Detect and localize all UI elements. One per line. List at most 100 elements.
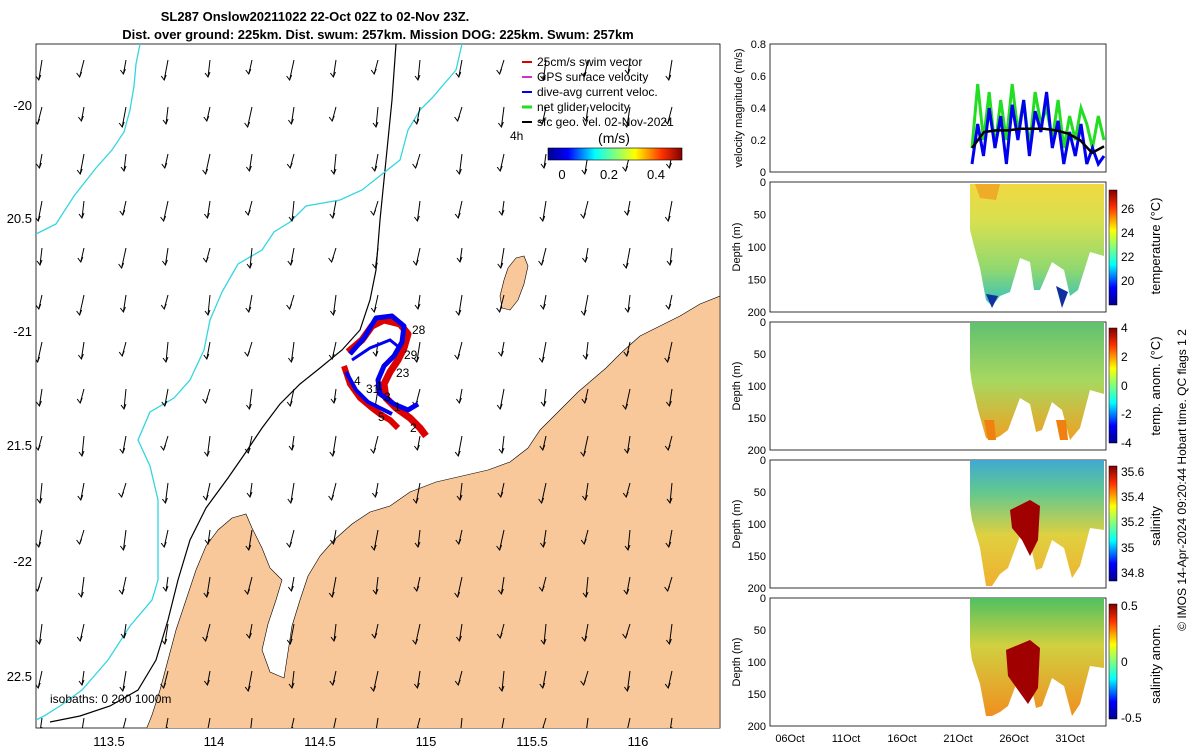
depth-ylabel: Depth (m) bbox=[731, 638, 743, 687]
current-arrow-head bbox=[36, 585, 41, 593]
current-arrow bbox=[250, 717, 253, 728]
temp-anomaly-panel: 4 2 0 -2 -4 temp. anom. (°C) bbox=[769, 321, 1163, 451]
current-arrow bbox=[459, 482, 463, 501]
y-tick-label: -22 bbox=[13, 554, 32, 569]
current-arrow bbox=[207, 294, 211, 316]
current-arrow bbox=[291, 717, 295, 728]
current-arrow-head bbox=[414, 444, 420, 452]
current-arrow-head bbox=[78, 115, 84, 123]
current-arrow-head bbox=[412, 497, 419, 505]
current-arrow bbox=[670, 717, 673, 728]
current-arrow-head bbox=[160, 682, 167, 690]
current-arrow bbox=[38, 59, 43, 81]
current-arrow bbox=[416, 717, 421, 728]
current-arrow-head bbox=[540, 400, 547, 408]
current-arrow bbox=[459, 247, 463, 263]
current-arrow-head bbox=[622, 403, 629, 411]
current-arrow bbox=[669, 482, 673, 504]
y-tick-label: 0 bbox=[760, 167, 766, 179]
current-arrow-head bbox=[580, 309, 587, 317]
current-arrow-head bbox=[330, 635, 337, 643]
current-arrow-head bbox=[286, 541, 293, 549]
x-tick-label: 114.5 bbox=[304, 734, 336, 749]
current-arrow-head bbox=[78, 212, 85, 220]
current-arrow-head bbox=[204, 309, 211, 317]
current-arrow bbox=[415, 482, 421, 504]
current-arrow-head bbox=[454, 679, 461, 687]
current-arrow-head bbox=[580, 450, 587, 458]
current-arrow bbox=[247, 670, 253, 692]
y-tick-label: -21 bbox=[13, 324, 32, 339]
current-arrow bbox=[626, 106, 631, 128]
current-arrow-head bbox=[162, 356, 169, 364]
current-arrow-head bbox=[247, 730, 252, 735]
current-arrow-head bbox=[288, 356, 294, 364]
current-arrow bbox=[207, 529, 211, 545]
track-label: 28 bbox=[412, 323, 426, 337]
track-label: 2 bbox=[410, 421, 417, 435]
track-label: 31 bbox=[366, 382, 380, 396]
current-arrow-head bbox=[497, 262, 504, 270]
current-arrow-head bbox=[666, 162, 672, 170]
title-line-2: Dist. over ground: 225km. Dist. swum: 25… bbox=[122, 27, 634, 42]
current-arrow-head bbox=[456, 256, 463, 264]
track-label: 29 bbox=[404, 348, 418, 362]
current-arrow-head bbox=[329, 679, 336, 687]
current-arrow-head bbox=[624, 447, 630, 455]
current-arrow-head bbox=[623, 350, 630, 358]
current-arrow-head bbox=[624, 68, 631, 76]
current-arrow-head bbox=[622, 632, 629, 640]
x-tick-label: 06Oct bbox=[775, 733, 804, 745]
current-arrow-head bbox=[622, 165, 629, 173]
current-arrow-head bbox=[160, 444, 167, 452]
y-tick-label: 0.6 bbox=[751, 71, 766, 83]
current-arrow bbox=[627, 59, 631, 75]
current-arrow-head bbox=[246, 165, 252, 173]
current-arrow-head bbox=[370, 685, 377, 693]
current-arrow-head bbox=[288, 118, 294, 126]
current-arrow-head bbox=[36, 497, 43, 505]
temp-anomaly-colorbar bbox=[1108, 327, 1118, 444]
colorbar-tick: 0 bbox=[558, 167, 565, 182]
series-line bbox=[970, 91, 1106, 168]
current-arrow bbox=[416, 200, 421, 222]
current-arrow-head bbox=[456, 168, 462, 176]
current-arrow-head bbox=[456, 494, 463, 502]
current-arrow bbox=[122, 529, 127, 551]
current-arrow-head bbox=[246, 632, 252, 640]
current-arrow-head bbox=[456, 397, 462, 405]
current-arrow bbox=[542, 200, 547, 222]
current-arrow-head bbox=[287, 259, 294, 267]
current-arrow-head bbox=[120, 544, 126, 552]
current-arrow bbox=[81, 435, 85, 457]
colorbar-tick: -4 bbox=[1121, 436, 1132, 450]
current-arrow bbox=[248, 529, 253, 551]
current-arrow-head bbox=[36, 118, 41, 126]
current-arrow-head bbox=[36, 162, 42, 170]
current-arrow-head bbox=[161, 162, 168, 170]
current-arrow bbox=[332, 200, 337, 219]
current-arrow bbox=[457, 576, 463, 598]
current-arrow-head bbox=[457, 733, 462, 738]
y-tick-label: 22.5 bbox=[7, 669, 32, 684]
current-arrow bbox=[585, 106, 589, 122]
current-arrow-head bbox=[372, 350, 379, 358]
current-arrow bbox=[37, 341, 43, 363]
map-x-axis: 113.5 114 114.5 115 115.5 116 bbox=[93, 734, 648, 749]
colorbar-units: (m/s) bbox=[598, 130, 630, 146]
current-arrow-head bbox=[286, 400, 293, 408]
current-arrow bbox=[332, 294, 337, 316]
current-arrow bbox=[586, 717, 589, 728]
current-arrow bbox=[417, 529, 421, 548]
colorbar-label: temperature (°C) bbox=[1148, 198, 1163, 295]
current-arrow-head bbox=[666, 497, 673, 505]
current-arrow-head bbox=[582, 733, 587, 738]
current-arrow bbox=[290, 247, 295, 266]
map-y-axis: -20 20.5 -21 21.5 -22 22.5 bbox=[7, 98, 32, 684]
current-arrow-head bbox=[582, 353, 589, 361]
current-arrow-head bbox=[666, 400, 672, 408]
current-arrow bbox=[542, 529, 547, 548]
current-arrow bbox=[585, 341, 589, 360]
y-tick-label: 0.2 bbox=[751, 135, 766, 147]
current-arrow bbox=[39, 247, 43, 266]
